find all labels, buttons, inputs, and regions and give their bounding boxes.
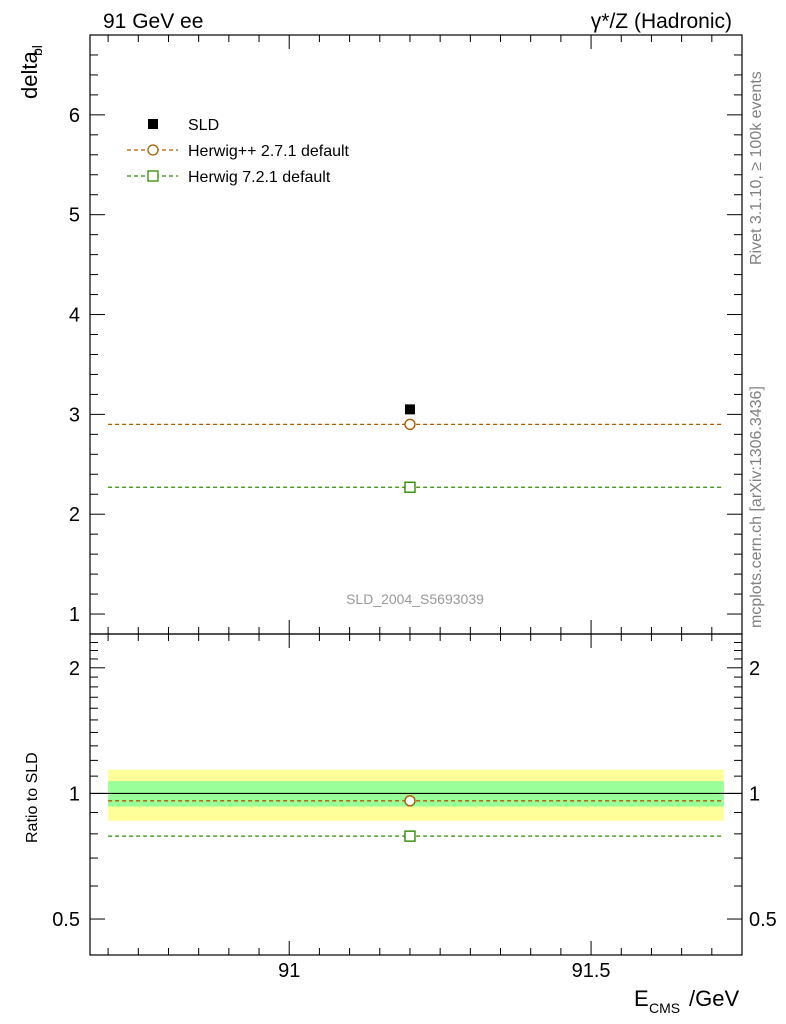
upper-y-tick-label: 6 — [69, 105, 80, 127]
lower-frame — [89, 633, 743, 956]
x-tick-label: 91 — [278, 960, 300, 982]
upper-y-tick-label: 4 — [69, 305, 80, 327]
x-tick-label: 91.5 — [572, 960, 611, 982]
upper-y-label-sub: bl — [29, 45, 45, 56]
lower-y-tick-label: 2 — [69, 658, 80, 680]
legend-sld-marker — [148, 119, 158, 129]
upper-y-tick-label: 1 — [69, 604, 80, 626]
upper-y-tick-label: 3 — [69, 404, 80, 426]
header-right-label: γ*/Z (Hadronic) — [591, 10, 732, 33]
x-axis-label: E CMS /GeV — [634, 986, 739, 1016]
x-label-sub: CMS — [649, 1000, 680, 1016]
herwig7-point — [404, 481, 416, 493]
rivet-note: Rivet 3.1.10, ≥ 100k events — [748, 71, 765, 265]
legend-herwig7-label: Herwig 7.2.1 default — [188, 169, 331, 186]
legend: SLD Herwig++ 2.7.1 default Herwig 7.2.1 … — [127, 117, 350, 186]
upper-y-label-text: delta — [17, 51, 42, 99]
lower-y-tick-label-right: 2 — [749, 658, 760, 680]
legend-herwig7-marker — [147, 170, 159, 182]
lower-panel: 0.5 0.5 1 1 2 2 91 91.5 — [52, 633, 777, 982]
legend-sld-label: SLD — [188, 117, 219, 134]
lower-y-axis-label: Ratio to SLD — [24, 752, 41, 843]
herwigpp-ratio-point — [404, 795, 416, 807]
x-label-text: E — [634, 986, 649, 1011]
lower-y-tick-label-right: 0.5 — [749, 909, 777, 931]
source-note: mcplots.cern.ch [arXiv:1306.3436] — [748, 386, 765, 628]
lower-y-tick-label-right: 1 — [749, 783, 760, 805]
sld-data-point — [404, 404, 415, 415]
upper-y-tick-label: 2 — [69, 504, 80, 526]
legend-herwigpp-label: Herwig++ 2.7.1 default — [188, 143, 350, 160]
herwigpp-point — [404, 418, 416, 431]
lower-y-tick-label: 0.5 — [52, 909, 80, 931]
upper-panel: 1 2 3 4 5 6 — [69, 34, 743, 635]
herwig7-ratio-point — [404, 830, 416, 842]
upper-y-axis-label: delta bl — [17, 45, 45, 99]
legend-herwigpp-marker — [147, 144, 159, 156]
lower-y-tick-label: 1 — [69, 783, 80, 805]
header-left-label: 91 GeV ee — [103, 10, 203, 33]
x-label-unit: /GeV — [689, 986, 739, 1011]
analysis-watermark: SLD_2004_S5693039 — [346, 591, 484, 607]
upper-y-tick-label: 5 — [69, 205, 80, 227]
